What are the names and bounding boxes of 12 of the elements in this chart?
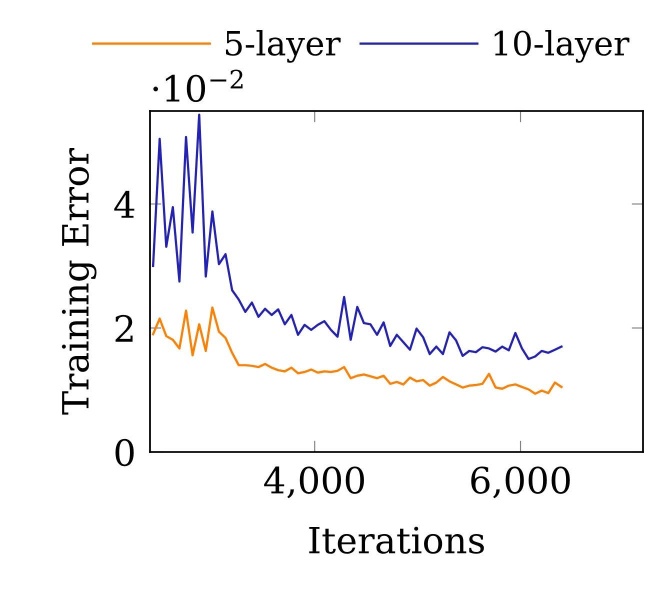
y-axis-title: Training Error: [62, 148, 96, 415]
x-axis-title: Iterations: [309, 526, 484, 554]
y-tick-label: 4: [114, 190, 134, 218]
y-tick-label: 2: [116, 314, 133, 342]
text: ·10$^{−2}$: [153, 70, 243, 102]
x-tick-label: 6,000: [471, 466, 570, 498]
x-tick-label: 4,000: [264, 466, 364, 498]
line-series: [152, 114, 563, 360]
y-tick-label: 0: [116, 438, 134, 466]
line-series: [152, 306, 563, 395]
legend-label: 10-layer: [494, 30, 630, 63]
legend-label: 5-layer: [226, 30, 341, 63]
